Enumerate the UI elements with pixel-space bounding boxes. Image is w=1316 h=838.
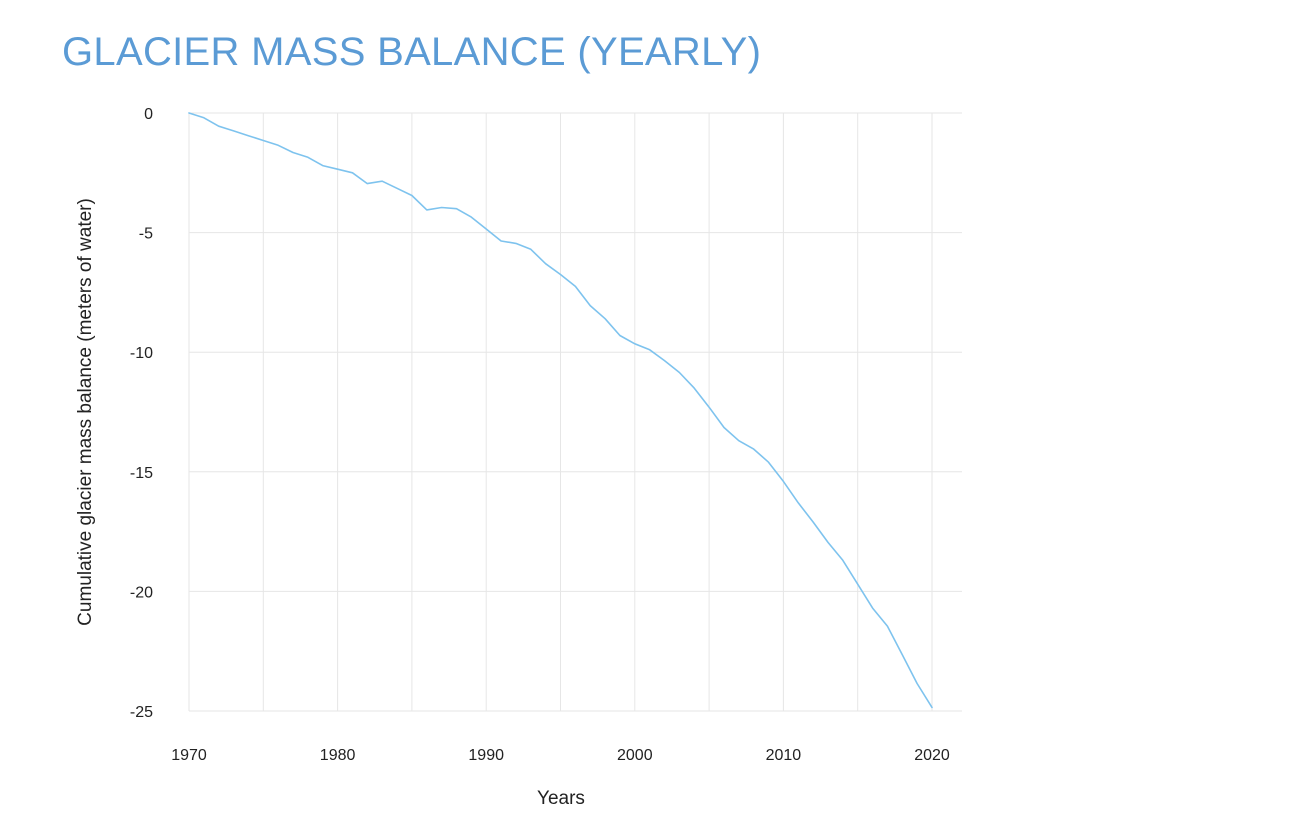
x-tick-label: 1980	[320, 747, 356, 764]
y-axis-ticks: 0 -5 -10 -15 -20 -25	[130, 106, 153, 721]
y-tick-label: -5	[139, 226, 153, 243]
grid-lines	[188, 112, 962, 712]
chart-title: GLACIER MASS BALANCE (YEARLY)	[62, 30, 762, 74]
y-tick-label: -20	[130, 584, 153, 601]
series-line	[188, 112, 933, 709]
x-tick-label: 2010	[766, 747, 802, 764]
x-tick-label: 1990	[468, 747, 504, 764]
x-axis-label: Years	[537, 788, 585, 809]
y-tick-label: -15	[130, 465, 153, 482]
y-tick-label: 0	[144, 106, 153, 123]
x-tick-label: 2020	[914, 747, 950, 764]
y-tick-label: -10	[130, 345, 153, 362]
x-tick-label: 2000	[617, 747, 653, 764]
x-axis-ticks: 1970 1980 1990 2000 2010 2020	[171, 747, 950, 764]
y-axis-label: Cumulative glacier mass balance (meters …	[75, 198, 96, 626]
x-tick-label: 1970	[171, 747, 207, 764]
series-layer	[188, 112, 933, 709]
y-tick-label: -25	[130, 704, 153, 721]
